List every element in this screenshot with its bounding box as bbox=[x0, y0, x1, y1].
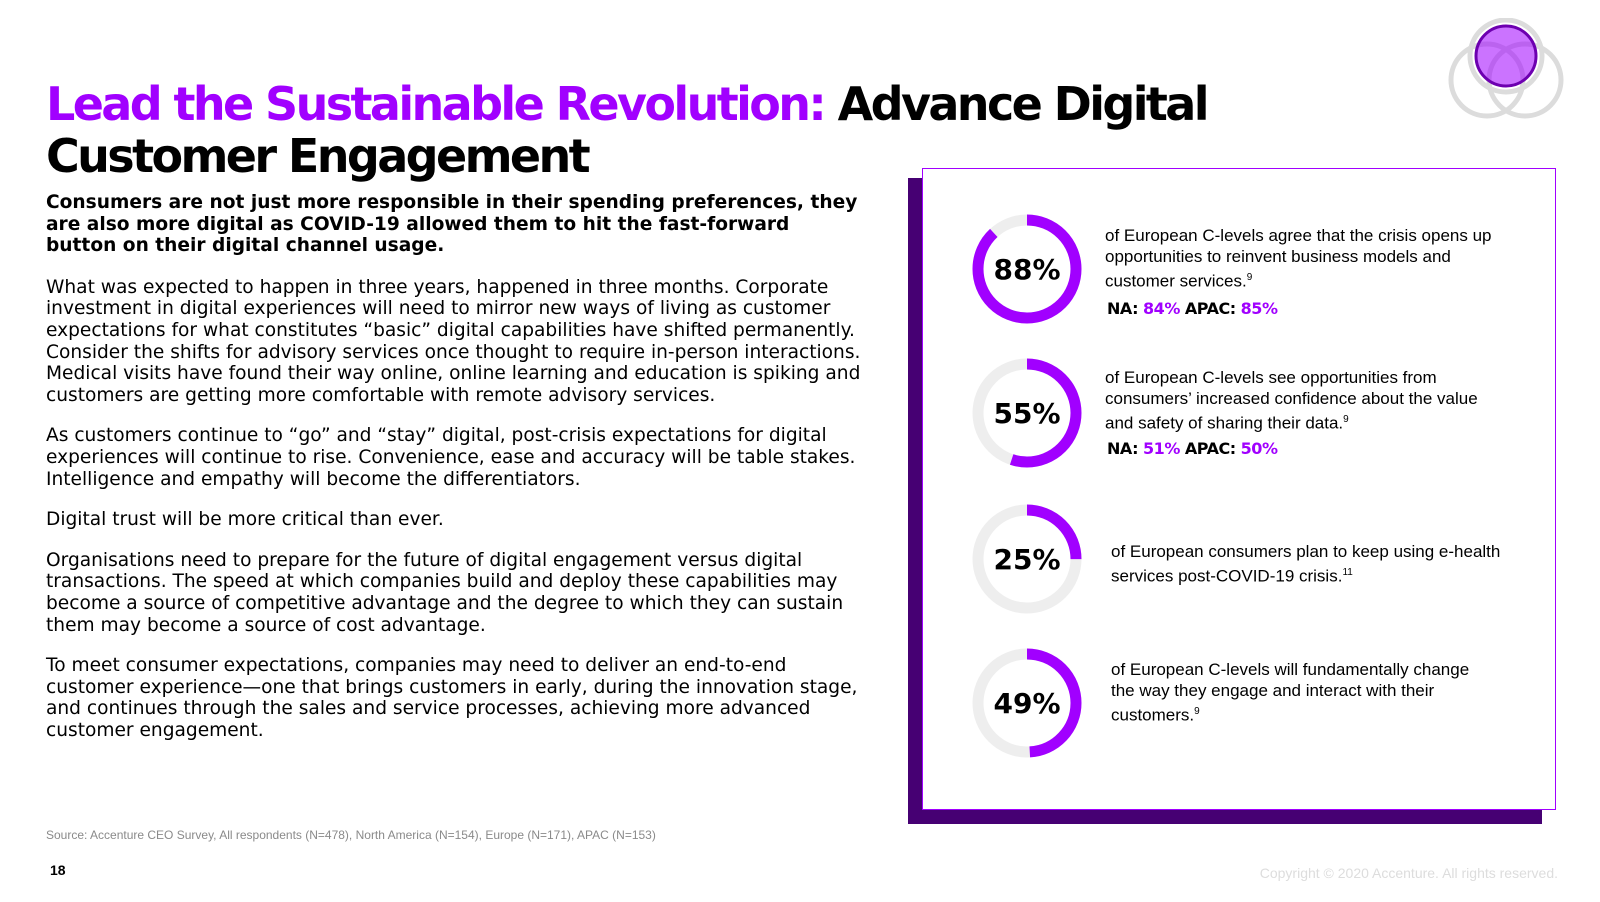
footnote-ref: 9 bbox=[1343, 414, 1349, 425]
stat-description: of European C-levels will fundamentally … bbox=[1111, 660, 1470, 725]
donut-arc bbox=[972, 504, 1082, 614]
title-rest: Advance Digital Customer Engagement bbox=[46, 77, 1209, 183]
lead-paragraph: Consumers are not just more responsible … bbox=[46, 192, 858, 257]
donut-ring bbox=[972, 648, 1082, 758]
stat-description: of European C-levels see opportunities f… bbox=[1105, 368, 1478, 433]
page-title: Lead the Sustainable Revolution: Advance… bbox=[46, 78, 1286, 182]
stat-description: of European consumers plan to keep using… bbox=[1111, 542, 1501, 586]
percent-value: 25% bbox=[993, 542, 1061, 576]
body-column: Consumers are not just more responsible … bbox=[46, 192, 861, 760]
percent-value: 55% bbox=[993, 396, 1061, 430]
donut-arc bbox=[972, 358, 1082, 468]
body-paragraph: As customers continue to “go” and “stay”… bbox=[46, 425, 856, 490]
percent-value: 88% bbox=[993, 252, 1061, 286]
stat-block: 55% of European C-levels see opportuniti… bbox=[923, 357, 1557, 477]
accenture-circles-logo bbox=[1448, 18, 1564, 119]
body-paragraph: Digital trust will be more critical than… bbox=[46, 509, 444, 531]
stat-description: of European C-levels agree that the cris… bbox=[1105, 226, 1492, 291]
body-paragraph: To meet consumer expectations, companies… bbox=[46, 655, 858, 741]
body-paragraph: Organisations need to prepare for the fu… bbox=[46, 549, 844, 636]
footnote-ref: 9 bbox=[1194, 706, 1200, 717]
region-comparison: NA: 51% APAC: 50% bbox=[1107, 439, 1278, 458]
stat-block: 88% of European C-levels agree that the … bbox=[923, 213, 1557, 333]
copyright: Copyright © 2020 Accenture. All rights r… bbox=[1259, 865, 1558, 881]
donut-ring bbox=[972, 358, 1082, 468]
footnote-ref: 11 bbox=[1342, 567, 1353, 578]
page-number: 18 bbox=[50, 862, 66, 878]
source-note: Source: Accenture CEO Survey, All respon… bbox=[46, 828, 656, 842]
stat-block: 49% of European C-levels will fundamenta… bbox=[923, 647, 1557, 767]
footnote-ref: 9 bbox=[1246, 272, 1253, 283]
region-comparison: NA: 84% APAC: 85% bbox=[1107, 299, 1278, 318]
title-accent: Lead the Sustainable Revolution: bbox=[46, 77, 827, 131]
percent-value: 49% bbox=[993, 686, 1061, 720]
stats-panel: 88% of European C-levels agree that the … bbox=[922, 168, 1556, 810]
body-paragraph: What was expected to happen in three yea… bbox=[46, 276, 861, 406]
donut-ring bbox=[972, 504, 1082, 614]
donut-arc bbox=[972, 648, 1082, 758]
donut-ring bbox=[972, 214, 1082, 324]
stat-block: 25% of European consumers plan to keep u… bbox=[923, 503, 1557, 623]
donut-arc bbox=[972, 214, 1082, 324]
